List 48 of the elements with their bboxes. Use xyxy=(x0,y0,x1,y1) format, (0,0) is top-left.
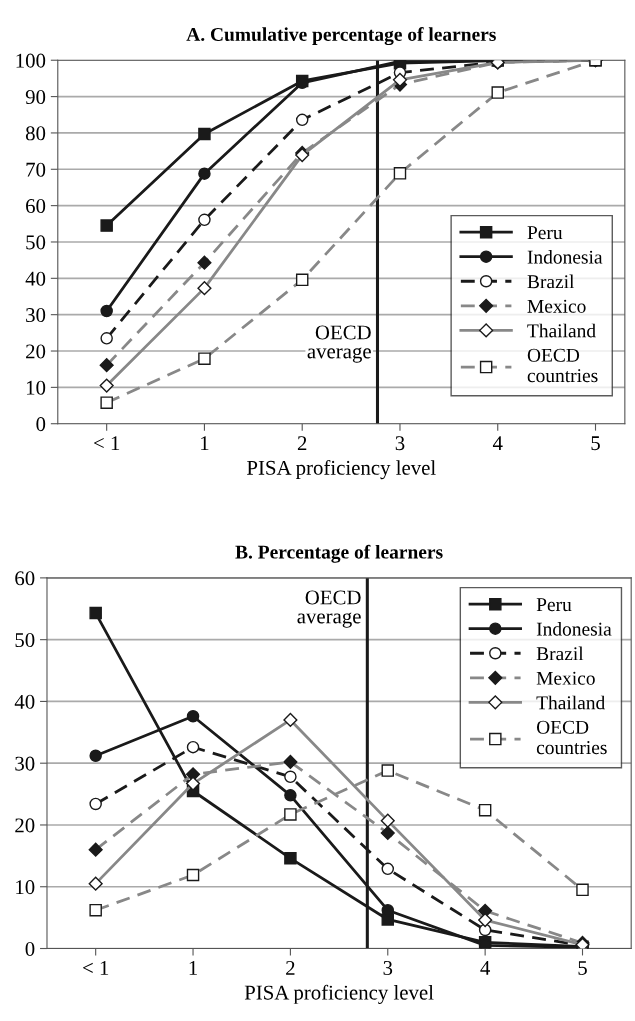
y-tick-label: 60 xyxy=(15,571,35,586)
x-tick-label: 2 xyxy=(286,960,295,975)
legend-label: Brazil xyxy=(527,274,575,289)
legend-label: OECD countries xyxy=(536,720,607,755)
y-tick-label: 90 xyxy=(25,89,46,105)
y-tick-label: 40 xyxy=(14,694,35,709)
y-tick-label: 50 xyxy=(26,235,46,250)
chart-title: B. Percentage of learners xyxy=(235,544,443,563)
x-tick-label: 5 xyxy=(591,436,600,451)
legend-label: Peru xyxy=(536,598,572,612)
y-tick-label: 50 xyxy=(15,633,35,648)
x-tick-label: < 1 xyxy=(94,436,120,450)
legend-label: Indonesia xyxy=(536,622,612,636)
x-tick-label: < 1 xyxy=(83,961,109,975)
x-axis-title: PISA proficiency level xyxy=(247,459,436,480)
y-tick-label: 70 xyxy=(26,162,46,177)
y-tick-label: 10 xyxy=(26,380,46,395)
x-tick-label: 1 xyxy=(189,961,197,975)
chart-title: A. Cumulative percentage of learners xyxy=(186,27,496,46)
x-tick-label: 3 xyxy=(383,960,393,975)
legend-label: Thailand xyxy=(536,695,606,710)
annotation: OECD average xyxy=(297,590,361,628)
y-tick-label: 40 xyxy=(25,271,46,286)
x-tick-label: 5 xyxy=(578,961,587,975)
y-tick-label: 20 xyxy=(15,818,35,833)
legend-label: Mexico xyxy=(527,299,586,313)
legend-label: OECD countries xyxy=(527,348,598,383)
x-tick-label: 3 xyxy=(395,436,405,451)
y-tick-label: 30 xyxy=(26,308,46,323)
y-tick-label: 0 xyxy=(25,941,35,956)
legend-label: Brazil xyxy=(536,646,584,661)
y-tick-label: 20 xyxy=(26,344,46,359)
y-tick-label: 80 xyxy=(25,126,46,141)
legend-label: Peru xyxy=(527,226,563,240)
x-tick-label: 4 xyxy=(480,961,491,975)
x-axis-title: PISA proficiency level xyxy=(244,984,434,1004)
y-tick-label: 100 xyxy=(16,53,46,68)
legend-label: Mexico xyxy=(536,671,595,685)
y-tick-label: 10 xyxy=(16,880,35,895)
legend-label: Thailand xyxy=(527,323,596,338)
y-tick-label: 0 xyxy=(36,417,46,432)
annotation: OECD average xyxy=(307,325,371,363)
x-tick-label: 2 xyxy=(297,436,307,450)
x-tick-label: 1 xyxy=(201,436,209,450)
y-tick-label: 30 xyxy=(15,756,35,771)
x-tick-label: 4 xyxy=(492,436,503,450)
y-tick-label: 60 xyxy=(26,199,46,214)
legend-label: Indonesia xyxy=(527,250,603,264)
